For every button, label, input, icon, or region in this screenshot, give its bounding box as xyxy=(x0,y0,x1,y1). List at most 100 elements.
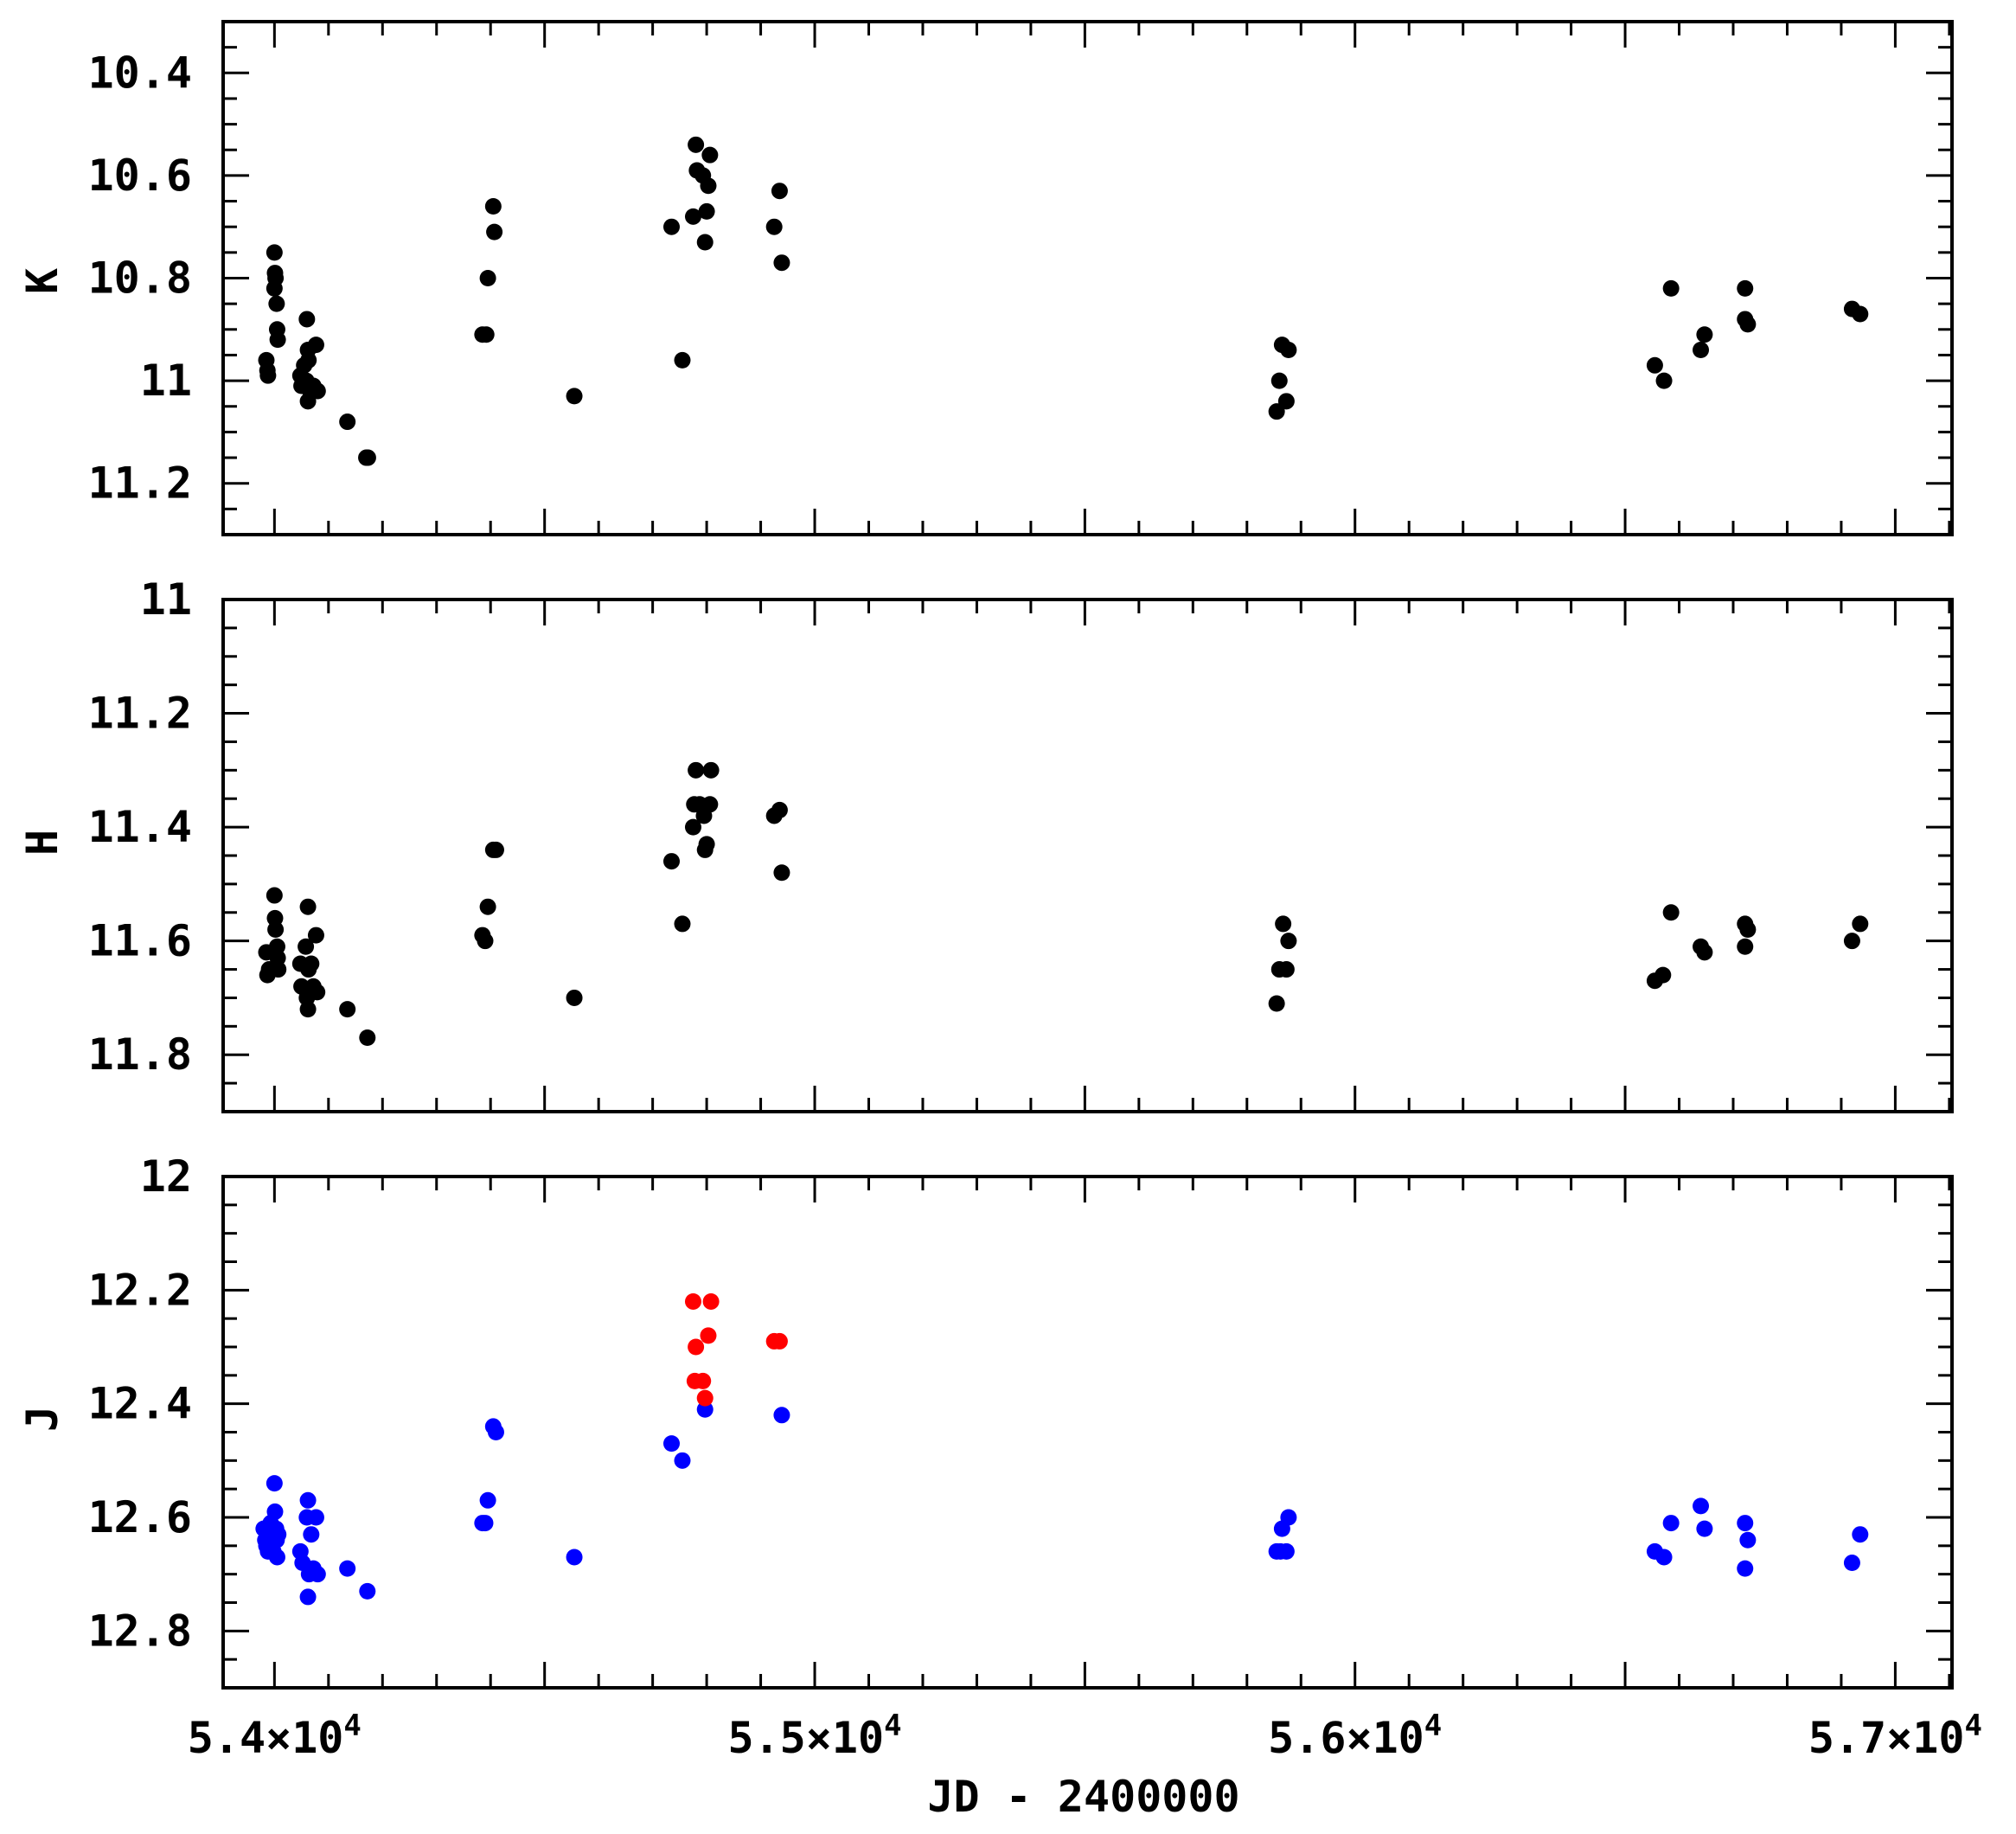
j-y-tick-label: 12.4 xyxy=(88,1379,192,1429)
j-panel-frame xyxy=(221,1175,1954,1690)
h-data-point xyxy=(662,853,680,870)
j-data-point xyxy=(1739,1531,1757,1549)
j-data-point xyxy=(1280,1509,1297,1526)
h-data-point xyxy=(1852,915,1869,933)
h-data-point xyxy=(479,898,496,915)
j-y-tick-label: 12.6 xyxy=(88,1492,192,1542)
j-data-point xyxy=(1852,1526,1869,1543)
j-data-point xyxy=(487,1424,504,1440)
h-data-point xyxy=(298,938,315,955)
j-data-point xyxy=(1737,1515,1754,1532)
k-data-point xyxy=(674,351,691,369)
j-data-point xyxy=(674,1452,691,1469)
k-data-point xyxy=(701,146,719,164)
j-data-point xyxy=(266,1503,284,1520)
k-data-point xyxy=(359,449,376,466)
x-tick-label: 5.7×104 xyxy=(1808,1709,1982,1763)
k-data-point xyxy=(773,254,790,272)
k-data-point xyxy=(307,337,324,354)
k-data-point xyxy=(266,244,283,261)
j-data-point xyxy=(359,1582,376,1600)
x-tick-label: 5.4×104 xyxy=(188,1709,362,1763)
k-band-panel: 10.4 10.6 10.8 11 11.2 xyxy=(88,20,1954,536)
k-data-point xyxy=(266,279,283,297)
k-y-tick-label: 11.2 xyxy=(88,458,192,509)
j-data-point xyxy=(694,1372,712,1389)
h-data-point xyxy=(1696,944,1713,961)
h-data-point xyxy=(1275,915,1292,933)
j-data-point xyxy=(1277,1542,1295,1560)
k-data-point xyxy=(698,202,715,220)
h-data-point xyxy=(1654,966,1672,984)
j-data-point xyxy=(268,1549,285,1566)
h-y-tick-label: 11.8 xyxy=(88,1029,192,1080)
h-data-point xyxy=(299,1001,317,1018)
j-data-point xyxy=(299,1491,317,1509)
h-y-tick-label: 11.6 xyxy=(88,916,192,966)
k-data-point xyxy=(309,382,326,400)
j-data-point xyxy=(700,1327,717,1344)
k-data-point xyxy=(765,218,783,235)
h-data-point xyxy=(487,841,504,858)
h-data-point xyxy=(309,984,326,1001)
j-data-point xyxy=(303,1526,320,1543)
h-data-point xyxy=(270,961,287,978)
j-data-point xyxy=(339,1560,356,1577)
k-data-point xyxy=(269,331,286,349)
j-data-point xyxy=(702,1292,720,1310)
k-data-point xyxy=(684,208,701,225)
h-data-point xyxy=(303,955,320,972)
j-data-point xyxy=(1843,1555,1860,1572)
j-data-point xyxy=(566,1549,583,1566)
x-tick-label: 5.5×104 xyxy=(727,1709,901,1763)
h-data-point xyxy=(1280,933,1297,950)
j-data-point xyxy=(771,1332,788,1350)
k-data-point xyxy=(566,388,583,405)
k-data-point xyxy=(479,270,496,286)
j-data-point xyxy=(1696,1520,1713,1537)
k-data-point xyxy=(696,234,714,251)
j-data-point xyxy=(270,1526,287,1543)
x-tick-label: 5.6×104 xyxy=(1268,1709,1442,1763)
k-data-point xyxy=(1655,372,1673,389)
j-axis-title: J xyxy=(17,1406,67,1432)
j-data-point xyxy=(696,1389,714,1407)
k-data-point xyxy=(1268,403,1285,420)
j-data-point xyxy=(1737,1560,1754,1577)
k-data-point xyxy=(1270,372,1288,389)
k-y-tick-label: 10.6 xyxy=(88,151,192,201)
h-data-point xyxy=(339,1001,356,1018)
j-y-tick-label: 12.2 xyxy=(88,1265,192,1315)
x-axis-title: JD - 2400000 xyxy=(927,1772,1239,1822)
j-data-point xyxy=(299,1588,317,1606)
k-data-point xyxy=(1662,279,1680,297)
j-data-point xyxy=(266,1475,283,1492)
j-data-point xyxy=(477,1515,494,1532)
j-data-point xyxy=(1662,1515,1680,1532)
k-data-point xyxy=(1852,305,1869,323)
k-data-point xyxy=(339,414,356,431)
h-data-point xyxy=(674,915,691,933)
k-data-point xyxy=(662,218,680,235)
h-data-point xyxy=(773,864,790,882)
k-data-point xyxy=(700,177,717,195)
j-data-point xyxy=(1693,1497,1710,1515)
k-data-point xyxy=(298,311,316,328)
j-y-tick-label: 12 xyxy=(140,1151,192,1202)
h-data-point xyxy=(1737,938,1754,955)
h-y-tick-label: 11 xyxy=(140,574,192,625)
h-data-point xyxy=(566,989,583,1006)
h-data-point xyxy=(771,801,788,818)
h-data-point xyxy=(1739,921,1757,939)
h-data-point xyxy=(267,921,285,939)
k-axis-title: K xyxy=(17,268,67,294)
j-data-point xyxy=(307,1509,324,1526)
j-data-point xyxy=(696,1401,714,1418)
h-axis-title: H xyxy=(17,830,67,856)
j-data-point xyxy=(479,1491,496,1509)
k-data-point xyxy=(688,136,705,153)
j-data-point xyxy=(1655,1549,1673,1566)
h-y-tick-label: 11.4 xyxy=(88,802,192,852)
k-data-point xyxy=(1280,342,1297,359)
h-data-point xyxy=(307,927,324,944)
